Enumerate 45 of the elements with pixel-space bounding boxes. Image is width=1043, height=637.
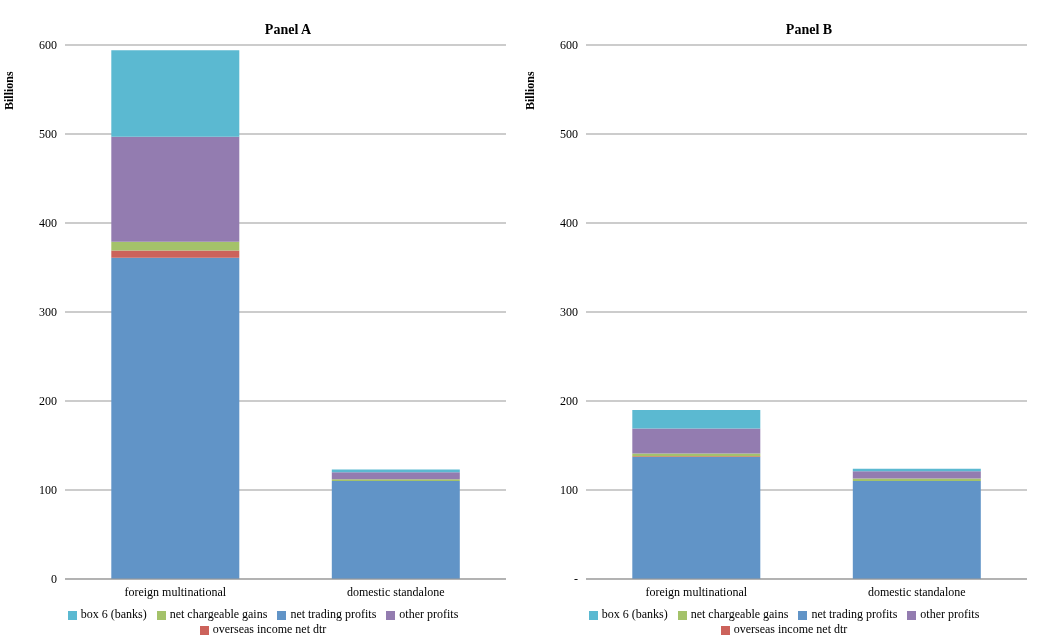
y-tick-label: 100 [39, 483, 57, 498]
bar [632, 457, 761, 579]
bar [632, 428, 761, 454]
x-tick-label: foreign multinational [645, 584, 748, 599]
legend-label: net trading profits [811, 607, 898, 621]
bar [111, 50, 240, 137]
bar [852, 471, 981, 479]
bar [331, 472, 460, 480]
legend-label: net chargeable gains [169, 607, 268, 621]
legend-label: box 6 (banks) [601, 607, 668, 621]
y-tick-label: 600 [560, 38, 578, 53]
y-tick-label: 400 [560, 216, 578, 231]
y-tick-label: 300 [39, 305, 57, 320]
legend-label: box 6 (banks) [80, 607, 147, 621]
chart-title: Panel A [263, 22, 313, 38]
bar [632, 409, 761, 429]
y-tick-label: 400 [39, 216, 57, 231]
legend-label: net chargeable gains [690, 607, 789, 621]
bar [852, 481, 981, 579]
x-tick-label: domestic standalone [867, 584, 966, 599]
y-tick-label: - [574, 572, 578, 587]
bar [331, 481, 460, 579]
bar [111, 257, 240, 579]
legend-label: other profits [399, 607, 459, 621]
legend-label: overseas income net dtr [733, 622, 848, 636]
bar [852, 478, 981, 482]
bar [111, 250, 240, 258]
chart-title: Panel B [784, 22, 834, 38]
y-tick-label: 200 [39, 394, 57, 409]
y-tick-label: 600 [39, 38, 57, 53]
y-tick-label: 500 [39, 127, 57, 142]
legend-label: net trading profits [290, 607, 377, 621]
y-tick-label: 200 [560, 394, 578, 409]
y-tick-label: 500 [560, 127, 578, 142]
y-tick-label: 0 [51, 572, 57, 587]
legend-label: other profits [920, 607, 980, 621]
y-axis-title: Billions [523, 71, 538, 110]
bar [111, 136, 240, 242]
y-tick-label: 100 [560, 483, 578, 498]
bar [111, 241, 240, 251]
legend-label: overseas income net dtr [212, 622, 327, 636]
x-tick-label: foreign multinational [124, 584, 227, 599]
x-tick-label: domestic standalone [346, 584, 445, 599]
y-tick-label: 300 [560, 305, 578, 320]
y-axis-title: Billions [2, 71, 17, 110]
